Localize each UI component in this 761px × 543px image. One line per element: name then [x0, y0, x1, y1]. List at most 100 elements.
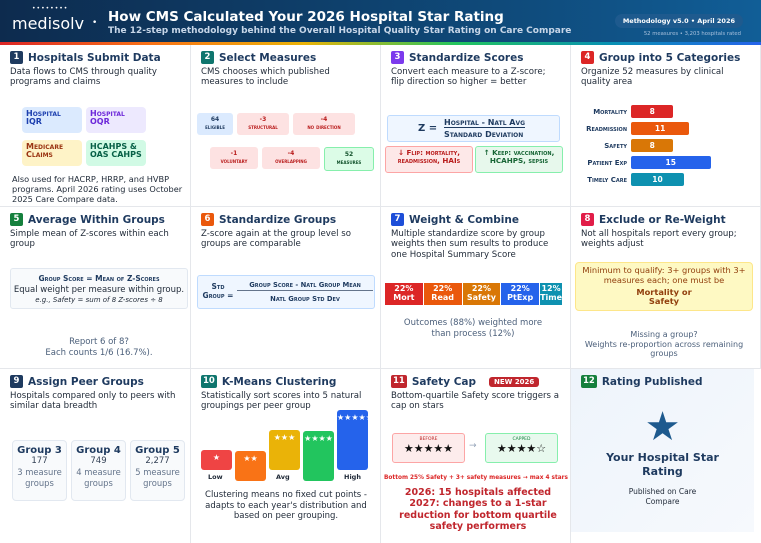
before-label: BEFORE [419, 437, 438, 442]
step-desc: Not all hospitals report every group; we… [581, 229, 737, 250]
group-score-box: Group Score = Mean of Z-Scores Equal wei… [10, 268, 188, 310]
header-meta: 52 measures • 3,203 hospitals rated [643, 31, 741, 37]
group-count: 2,277 [145, 456, 170, 466]
medisolv-logo: •••••••• medisolv • [12, 5, 102, 38]
keep-box: ↑ Keep: vaccination, HCAHPS, sepsis [475, 146, 563, 173]
box-text: Minimum to qualify: 3+ groups with 3+ me… [582, 265, 746, 285]
measure-flow-step: -4 no direction [293, 113, 355, 135]
step-number: 1 [10, 51, 23, 64]
step-title: Weight & Combine [409, 213, 519, 226]
formula-lhs: Z = [418, 123, 438, 134]
step-number: 6 [201, 213, 214, 226]
weight-segment: 12% Time [540, 283, 564, 305]
box-title: Group Score = Mean of Z-Scores [38, 274, 160, 283]
step-title: K-Means Clustering [221, 375, 337, 388]
weight-segment: 22% PtExp [501, 283, 541, 305]
flow-value: 52 [344, 151, 354, 158]
step-title: Average Within Groups [28, 213, 165, 226]
weight-pct: 12% [541, 284, 561, 293]
box-text: Equal weight per measure within group. [13, 285, 185, 295]
step-5-card: 5 Average Within Groups Simple mean of Z-… [0, 207, 191, 369]
rating-heading: Your Hospital Star Rating [606, 451, 719, 479]
step-6-card: 6 Standardize Groups Z-score again at the… [191, 207, 381, 369]
flow-label: overlapping [275, 157, 307, 165]
group-desc: 3 measure groups [17, 467, 62, 488]
logo-dot-icon: • [92, 18, 98, 28]
note-line: Weights re-proportion across remaining g… [584, 339, 744, 359]
weight-bar: 22% Mort 22% Read 22% Safety 22% PtExp 12% Time [385, 283, 564, 305]
step-number: 11 [391, 375, 407, 388]
group-desc: 5 measure groups [135, 467, 180, 488]
source-tag: HCAHPS & OAS CAHPS [86, 140, 146, 166]
cluster-bar: ★ [201, 450, 232, 470]
cluster-label-avg: Avg [276, 473, 290, 481]
step-number: 5 [10, 213, 23, 226]
group-count: 749 [90, 456, 107, 466]
step-number: 8 [581, 213, 594, 226]
std-group-formula: Std Group = Group Score - Natl Group Mea… [197, 275, 375, 309]
step-1-note: Also used for HACRP, HRRP, and HVBP prog… [12, 174, 183, 204]
step-9-card: 9 Assign Peer Groups Hospitals compared o… [0, 369, 191, 543]
note-line: Missing a group? [630, 330, 698, 339]
step-7-note: Outcomes (88%) weighted more than proces… [403, 318, 543, 339]
group-name: Group 4 [76, 445, 121, 456]
step-desc: Statistically sort scores into 5 natural… [201, 391, 362, 412]
step-desc: Simple mean of Z-scores within each grou… [10, 229, 169, 250]
measure-flow-step: 52 measures [324, 147, 374, 171]
cluster-bar: ★★★★ [303, 431, 334, 481]
box-example: e.g., Safety = sum of 8 Z-scores ÷ 8 [35, 296, 163, 305]
category-bar: 8 [631, 105, 674, 118]
capped-stars: ★★★★☆ [496, 442, 547, 455]
peer-group-card: Group 4 749 4 measure groups [71, 440, 126, 501]
step-title: Standardize Scores [409, 51, 524, 64]
step-desc: Hospitals compared only to peers with si… [10, 391, 176, 412]
logo-text: medisolv [12, 14, 85, 33]
step-number: 10 [201, 375, 217, 388]
formula-denominator: Natl Group Std Dev [270, 295, 340, 303]
step-8-note: Missing a group? Weights re-proportion ac… [573, 330, 755, 359]
category-bar: 10 [631, 173, 684, 186]
cluster-bar: ★★★★★ [337, 410, 368, 470]
flow-label: measures [336, 158, 362, 166]
page-subtitle: The 12-step methodology behind the Overa… [108, 26, 572, 36]
cluster-bar: ★★★ [269, 430, 300, 470]
formula-denominator: Standard Deviation [444, 130, 524, 139]
step-number: 12 [581, 375, 597, 388]
flow-label: structural [248, 123, 278, 131]
category-bar: 11 [631, 122, 690, 135]
step-number: 7 [391, 213, 404, 226]
formula-lhs: Std Group = [202, 282, 234, 300]
before-stars: ★★★★★ [403, 442, 454, 455]
formula-numerator: Hospital - Natl Avg [444, 118, 526, 128]
weight-label: Mort [393, 292, 415, 302]
step-10-card: 10 K-Means Clustering Statistically sort … [191, 369, 381, 543]
measure-flow-step: 64 eligible [197, 113, 233, 135]
flow-label: eligible [205, 123, 225, 131]
weight-segment: 22% Read [423, 283, 463, 305]
step-title: Assign Peer Groups [28, 375, 144, 388]
flow-label: voluntary [220, 157, 248, 165]
step-title: Rating Published [601, 375, 703, 388]
step-12-card: 12 Rating Published ★ Your Hospital Star … [571, 369, 754, 532]
measure-flow-step: -4 overlapping [262, 147, 320, 169]
new-badge: NEW 2026 [489, 376, 540, 387]
weight-pct: 22% [394, 284, 414, 293]
star-icon: ★ [644, 404, 681, 450]
category-label: Readmission [586, 125, 627, 133]
step-number: 2 [201, 51, 214, 64]
weight-segment: 22% Safety [462, 283, 502, 305]
group-name: Group 5 [135, 445, 180, 456]
before-box: BEFORE ★★★★★ [392, 433, 465, 463]
category-bar: 15 [631, 156, 711, 169]
weight-label: Safety [466, 292, 496, 302]
step-desc: CMS chooses which published measures to … [201, 67, 330, 88]
logo-dots-icon: •••••••• [32, 5, 69, 12]
step-10-note: Clustering means no fixed cut points - a… [205, 490, 367, 522]
measure-flow-step: -3 structural [237, 113, 289, 135]
step-desc: Organize 52 measures by clinical quality… [581, 67, 724, 88]
peer-group-card: Group 5 2,277 5 measure groups [130, 440, 185, 501]
flow-value: -4 [320, 116, 328, 123]
note-line: Each counts 1/6 (16.7%). [45, 347, 153, 358]
category-label: Timely Care [587, 176, 627, 184]
category-label: Mortality [593, 108, 627, 116]
